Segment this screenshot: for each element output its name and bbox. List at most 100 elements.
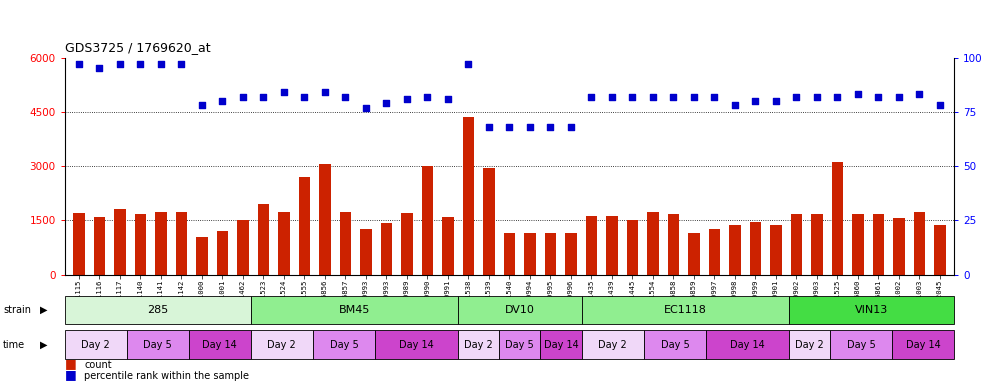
Text: Day 14: Day 14 (544, 339, 579, 350)
Point (747, 98, 763, 104)
Point (91, 65, 107, 71)
Bar (585, 216, 597, 275)
Point (419, 94, 435, 100)
Text: Day 5: Day 5 (661, 339, 689, 350)
Point (440, 96, 456, 102)
Text: ■: ■ (65, 357, 77, 370)
Bar (483, 168, 495, 275)
Text: ■: ■ (65, 368, 77, 381)
Point (174, 61, 190, 67)
Bar (278, 212, 289, 275)
Bar (257, 204, 269, 275)
Point (194, 102, 210, 108)
Bar (894, 218, 905, 275)
Bar (770, 225, 781, 275)
Point (768, 98, 784, 104)
Point (317, 89, 333, 95)
Text: Day 5: Day 5 (330, 339, 358, 350)
Text: Day 14: Day 14 (906, 339, 940, 350)
Point (788, 94, 804, 100)
Point (932, 102, 948, 108)
Bar (155, 212, 167, 275)
Point (707, 94, 723, 100)
Bar (135, 214, 146, 275)
Point (522, 124, 538, 130)
Bar (791, 214, 802, 275)
Point (809, 94, 825, 100)
Point (215, 98, 231, 104)
Bar (566, 233, 577, 275)
Point (235, 94, 250, 100)
Text: percentile rank within the sample: percentile rank within the sample (84, 371, 249, 381)
Bar (606, 216, 617, 275)
Bar (668, 214, 679, 275)
Bar (93, 217, 105, 275)
Bar (319, 164, 331, 275)
Bar (913, 212, 925, 275)
Text: Day 2: Day 2 (464, 339, 493, 350)
Point (358, 104, 374, 111)
Text: Day 14: Day 14 (730, 339, 764, 350)
Text: Day 2: Day 2 (795, 339, 824, 350)
Point (563, 124, 579, 130)
Point (132, 61, 148, 67)
Text: count: count (84, 360, 112, 370)
Bar (852, 214, 864, 275)
Point (727, 102, 743, 108)
Bar (730, 225, 741, 275)
Bar (340, 212, 351, 275)
Point (891, 94, 907, 100)
Bar (749, 222, 761, 275)
Text: time: time (3, 339, 25, 350)
Text: DV10: DV10 (505, 305, 535, 315)
Point (153, 61, 169, 67)
Point (501, 124, 517, 130)
Point (481, 124, 497, 130)
Bar (421, 166, 433, 275)
Bar (647, 212, 659, 275)
Bar (402, 213, 413, 275)
Text: ▶: ▶ (40, 339, 48, 350)
Text: Day 5: Day 5 (505, 339, 534, 350)
Bar (688, 233, 700, 275)
Point (71, 61, 86, 67)
Text: EC1118: EC1118 (664, 305, 707, 315)
Text: GDS3725 / 1769620_at: GDS3725 / 1769620_at (65, 41, 211, 54)
Point (911, 91, 927, 98)
Bar (217, 231, 228, 275)
Text: ▶: ▶ (40, 305, 48, 315)
Bar (196, 237, 208, 275)
Point (460, 61, 476, 67)
Text: Day 14: Day 14 (399, 339, 433, 350)
Bar (360, 229, 372, 275)
Text: strain: strain (3, 305, 31, 315)
Bar (381, 223, 392, 275)
Point (604, 94, 620, 100)
Bar (463, 117, 474, 275)
Point (276, 89, 292, 95)
Text: Day 5: Day 5 (847, 339, 876, 350)
Bar (832, 162, 843, 275)
Text: Day 2: Day 2 (267, 339, 296, 350)
Text: Day 5: Day 5 (143, 339, 172, 350)
Point (543, 124, 559, 130)
Bar (238, 220, 248, 275)
Point (829, 94, 845, 100)
Point (379, 100, 395, 106)
Point (399, 96, 414, 102)
Point (645, 94, 661, 100)
Bar (934, 225, 945, 275)
Text: Day 2: Day 2 (82, 339, 110, 350)
Bar (504, 233, 515, 275)
Bar (873, 214, 884, 275)
Bar (627, 220, 638, 275)
Text: 285: 285 (147, 305, 168, 315)
Point (338, 94, 354, 100)
Text: Day 14: Day 14 (203, 339, 238, 350)
Point (871, 94, 887, 100)
Point (112, 61, 128, 67)
Bar (811, 214, 823, 275)
Text: Day 2: Day 2 (598, 339, 627, 350)
Bar (442, 217, 453, 275)
Bar (299, 177, 310, 275)
